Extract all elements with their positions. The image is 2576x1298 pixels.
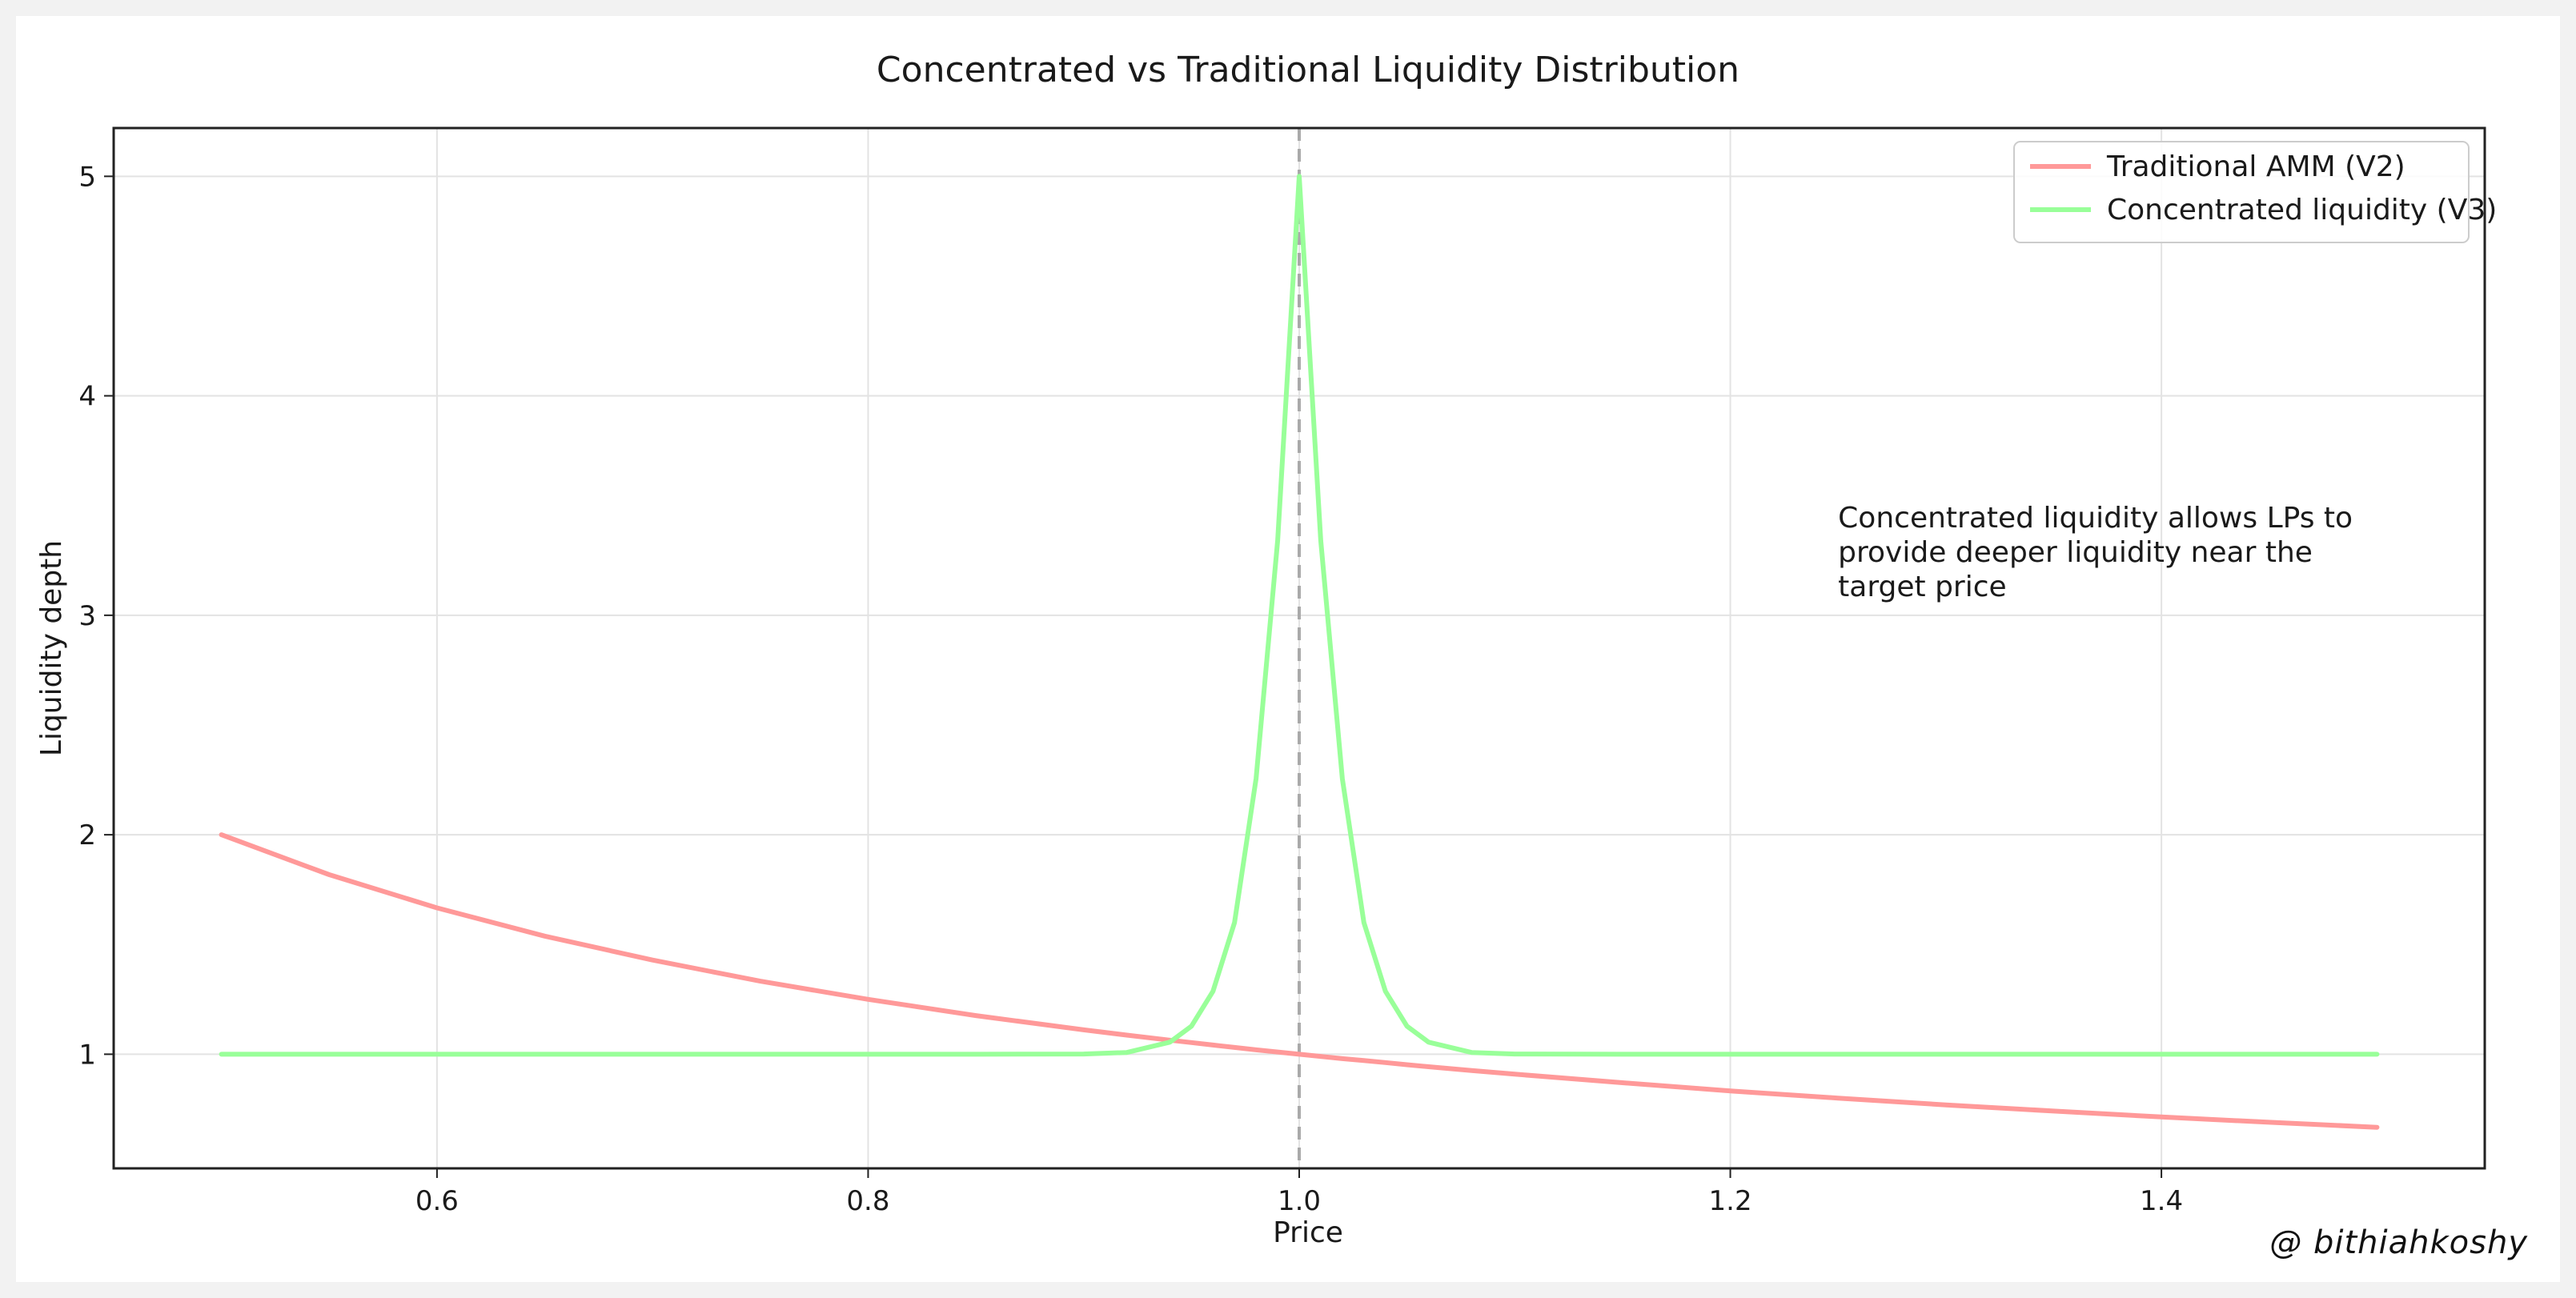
x-axis-label: Price <box>1273 1216 1343 1249</box>
x-tick-label-3: 1.2 <box>1709 1185 1752 1217</box>
watermark: @ bithiahkoshy <box>2269 1224 2528 1261</box>
series-line-1 <box>219 174 2380 1057</box>
y-axis-ticks: 1 2 3 4 5 <box>78 161 114 1071</box>
chart-frame: Concentrated vs Traditional Liquidity Di… <box>16 16 2560 1282</box>
x-tick-label-4: 1.4 <box>2140 1185 2183 1217</box>
line-chart: Concentrated vs Traditional Liquidity Di… <box>35 50 2497 1249</box>
y-tick-label-2: 3 <box>78 600 96 632</box>
annotation-line-3: target price <box>1838 571 2007 603</box>
series-line-0 <box>219 832 2380 1130</box>
x-tick-label-2: 1.0 <box>1278 1185 1321 1217</box>
annotation: Concentrated liquidity allows LPs to pro… <box>1838 502 2353 603</box>
x-axis-ticks: 0.6 0.8 1.0 1.2 1.4 <box>415 1168 2183 1217</box>
legend: Traditional AMM (V2) Concentrated liquid… <box>2013 141 2497 243</box>
y-tick-label-1: 2 <box>78 819 96 851</box>
legend-box <box>2013 141 2470 243</box>
legend-label-v3: Concentrated liquidity (V3) <box>2107 194 2497 226</box>
x-tick-label-0: 0.6 <box>415 1185 459 1217</box>
series-group <box>219 174 2380 1130</box>
y-tick-label-4: 5 <box>78 161 96 193</box>
y-tick-label-3: 4 <box>78 381 96 413</box>
x-tick-label-1: 0.8 <box>846 1185 889 1217</box>
legend-label-v2: Traditional AMM (V2) <box>2106 150 2405 183</box>
y-tick-label-0: 1 <box>78 1039 96 1071</box>
annotation-line-1: Concentrated liquidity allows LPs to <box>1838 502 2353 535</box>
y-axis-label: Liquidity depth <box>35 540 68 756</box>
annotation-line-2: provide deeper liquidity near the <box>1838 536 2313 569</box>
chart-title: Concentrated vs Traditional Liquidity Di… <box>877 50 1739 90</box>
